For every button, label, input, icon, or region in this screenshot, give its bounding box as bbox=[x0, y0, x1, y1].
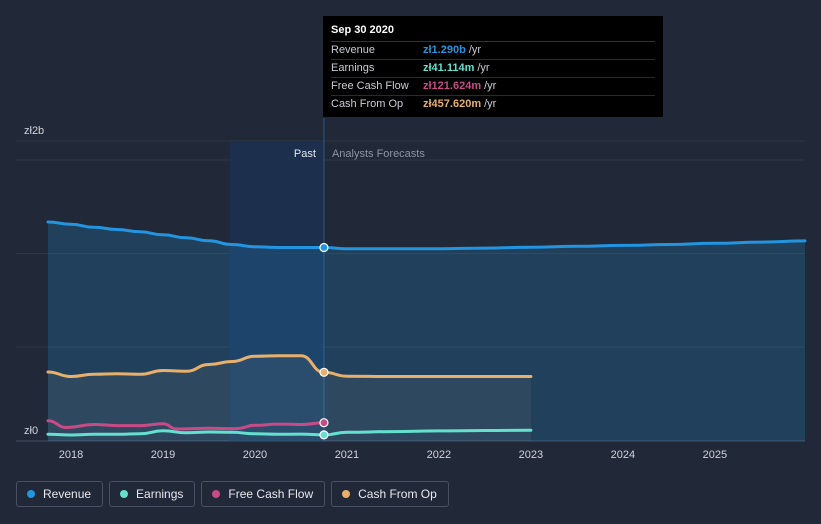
tooltip-row-name: Revenue bbox=[331, 44, 376, 56]
x-tick-label: 2023 bbox=[519, 449, 543, 461]
y-tick-label: zł0 bbox=[24, 425, 38, 437]
series-marker-cash-from-op bbox=[319, 367, 329, 377]
tooltip-row-value: zł1.290b bbox=[423, 44, 466, 56]
series-forecast-line-cash-from-op bbox=[322, 370, 533, 378]
x-tick-label: 2020 bbox=[243, 449, 267, 461]
series-forecast-line-earnings bbox=[322, 428, 533, 437]
tooltip-row-name: Free Cash Flow bbox=[331, 80, 409, 92]
tooltip-row-value: zł41.114m bbox=[423, 62, 475, 74]
tooltip-row: Free Cash Flow zł121.624m/yr bbox=[331, 78, 655, 96]
series-line-revenue bbox=[46, 220, 326, 249]
series-line-free-cash-flow bbox=[46, 419, 326, 431]
series-marker-revenue bbox=[319, 242, 329, 253]
x-tick-label: 2024 bbox=[611, 449, 635, 461]
series-marker-free-cash-flow bbox=[319, 418, 329, 428]
tooltip-row: Earnings zł41.114m/yr bbox=[331, 60, 655, 78]
chart-area: zł0 zł2b 2018 2019 2020 2021 2022 2023 2024 2025 P… bbox=[16, 118, 807, 461]
tooltip-row-value: zł457.620m bbox=[423, 98, 482, 110]
series-marker-earnings bbox=[319, 430, 329, 440]
legend-item-cash-from-op[interactable]: Cash From Op bbox=[331, 481, 449, 507]
past-label: Past bbox=[294, 148, 316, 160]
legend-item-free-cash-flow[interactable]: Free Cash Flow bbox=[201, 481, 326, 507]
series-area-revenue bbox=[48, 222, 805, 441]
series-forecast-line-revenue bbox=[322, 239, 807, 251]
x-tick-label: 2019 bbox=[151, 449, 175, 461]
legend-label: Cash From Op bbox=[358, 487, 437, 501]
legend-label: Earnings bbox=[136, 487, 184, 501]
tooltip-row-unit: /yr bbox=[484, 80, 497, 92]
tooltip-row-unit: /yr bbox=[468, 44, 482, 56]
legend: Revenue Earnings Free Cash Flow Cash From O… bbox=[16, 481, 449, 507]
tooltip-row-unit: /yr bbox=[477, 62, 490, 74]
legend-label: Free Cash Flow bbox=[228, 487, 314, 501]
past-highlight bbox=[230, 141, 324, 441]
series-line-cash-from-op bbox=[46, 354, 326, 379]
tooltip-row-value: zł121.624m bbox=[423, 80, 482, 92]
y-tick-label: zł2b bbox=[24, 125, 44, 137]
x-tick-label: 2025 bbox=[703, 449, 727, 461]
legend-item-revenue[interactable]: Revenue bbox=[16, 481, 104, 507]
forecast-label: Analysts Forecasts bbox=[332, 148, 425, 160]
tooltip-row: Revenue zł1.290b/yr bbox=[331, 42, 655, 60]
x-tick-label: 2018 bbox=[59, 449, 83, 461]
tooltip-row: Cash From Op zł457.620m/yr bbox=[331, 96, 655, 113]
tooltip-date: Sep 30 2020 bbox=[331, 24, 655, 42]
legend-dot-icon bbox=[212, 490, 221, 498]
legend-dot-icon bbox=[27, 490, 35, 498]
x-tick-label: 2022 bbox=[427, 449, 451, 461]
series-line-earnings bbox=[46, 429, 326, 437]
x-tick-label: 2021 bbox=[335, 449, 359, 461]
legend-dot-icon bbox=[120, 490, 129, 498]
legend-label: Revenue bbox=[43, 487, 92, 501]
legend-item-earnings[interactable]: Earnings bbox=[109, 481, 196, 507]
tooltip-row-name: Cash From Op bbox=[331, 98, 404, 110]
tooltip: Sep 30 2020 Revenue zł1.290b/yr Earnings zł… bbox=[323, 16, 663, 117]
tooltip-row-unit: /yr bbox=[484, 98, 497, 110]
legend-dot-icon bbox=[342, 490, 351, 498]
tooltip-row-name: Earnings bbox=[331, 62, 375, 74]
